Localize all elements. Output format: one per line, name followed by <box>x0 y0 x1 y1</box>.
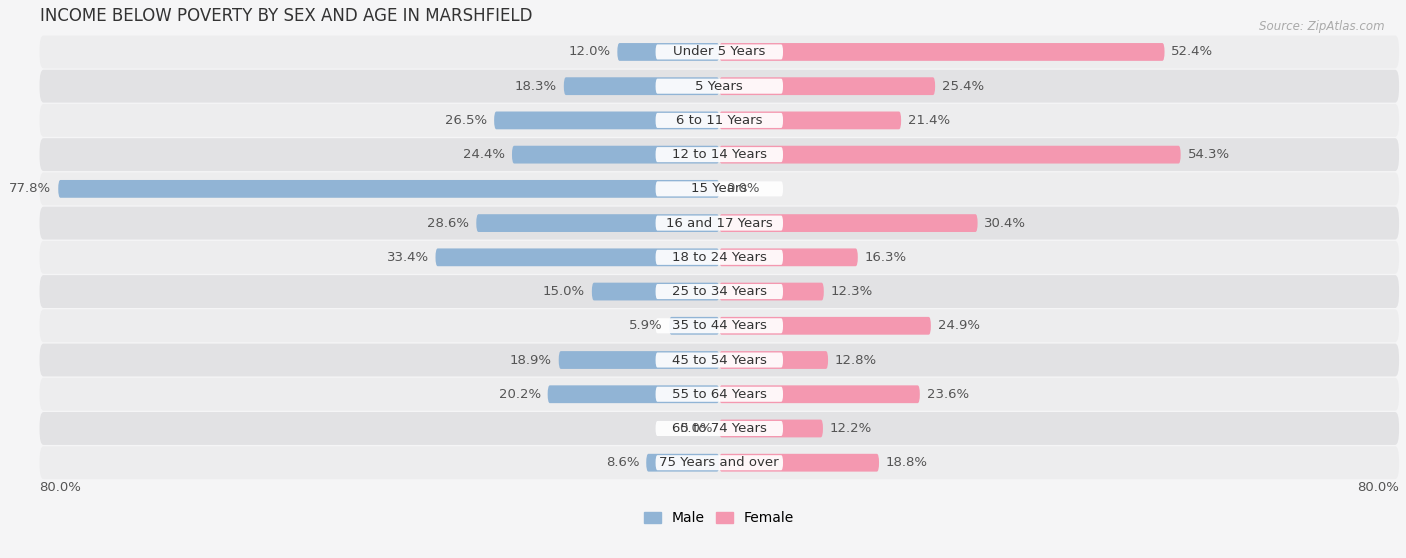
FancyBboxPatch shape <box>655 147 783 162</box>
FancyBboxPatch shape <box>720 248 858 266</box>
Text: 15.0%: 15.0% <box>543 285 585 298</box>
Text: 30.4%: 30.4% <box>984 217 1026 229</box>
FancyBboxPatch shape <box>39 70 1399 103</box>
Text: 52.4%: 52.4% <box>1171 45 1213 59</box>
FancyBboxPatch shape <box>436 248 720 266</box>
FancyBboxPatch shape <box>720 317 931 335</box>
Text: 12 to 14 Years: 12 to 14 Years <box>672 148 766 161</box>
FancyBboxPatch shape <box>39 241 1399 274</box>
FancyBboxPatch shape <box>655 79 783 94</box>
FancyBboxPatch shape <box>655 318 783 333</box>
FancyBboxPatch shape <box>39 378 1399 411</box>
FancyBboxPatch shape <box>720 351 828 369</box>
Text: 0.0%: 0.0% <box>679 422 713 435</box>
FancyBboxPatch shape <box>512 146 720 163</box>
FancyBboxPatch shape <box>558 351 720 369</box>
FancyBboxPatch shape <box>617 43 720 61</box>
Text: 16.3%: 16.3% <box>865 251 907 264</box>
Text: 21.4%: 21.4% <box>908 114 950 127</box>
FancyBboxPatch shape <box>39 446 1399 479</box>
Text: 77.8%: 77.8% <box>10 182 52 195</box>
Text: 80.0%: 80.0% <box>1357 481 1399 494</box>
FancyBboxPatch shape <box>39 206 1399 239</box>
FancyBboxPatch shape <box>655 181 783 196</box>
FancyBboxPatch shape <box>655 455 783 470</box>
Text: 0.0%: 0.0% <box>725 182 759 195</box>
Text: 25 to 34 Years: 25 to 34 Years <box>672 285 766 298</box>
FancyBboxPatch shape <box>655 113 783 128</box>
Text: 75 Years and over: 75 Years and over <box>659 456 779 469</box>
Text: 18.9%: 18.9% <box>510 354 553 367</box>
FancyBboxPatch shape <box>655 421 783 436</box>
Legend: Male, Female: Male, Female <box>638 506 800 531</box>
Text: 8.6%: 8.6% <box>606 456 640 469</box>
FancyBboxPatch shape <box>720 386 920 403</box>
Text: 26.5%: 26.5% <box>446 114 488 127</box>
Text: 5 Years: 5 Years <box>696 80 744 93</box>
Text: 15 Years: 15 Years <box>692 182 748 195</box>
Text: 24.9%: 24.9% <box>938 319 980 332</box>
FancyBboxPatch shape <box>39 275 1399 308</box>
FancyBboxPatch shape <box>477 214 720 232</box>
Text: 35 to 44 Years: 35 to 44 Years <box>672 319 766 332</box>
Text: 18.3%: 18.3% <box>515 80 557 93</box>
FancyBboxPatch shape <box>720 420 823 437</box>
Text: 12.2%: 12.2% <box>830 422 872 435</box>
FancyBboxPatch shape <box>655 284 783 299</box>
Text: 12.0%: 12.0% <box>568 45 610 59</box>
Text: 80.0%: 80.0% <box>39 481 82 494</box>
Text: 33.4%: 33.4% <box>387 251 429 264</box>
FancyBboxPatch shape <box>720 283 824 300</box>
FancyBboxPatch shape <box>548 386 720 403</box>
Text: 20.2%: 20.2% <box>499 388 541 401</box>
FancyBboxPatch shape <box>720 146 1181 163</box>
Text: 23.6%: 23.6% <box>927 388 969 401</box>
Text: 12.8%: 12.8% <box>835 354 877 367</box>
FancyBboxPatch shape <box>647 454 720 472</box>
FancyBboxPatch shape <box>720 214 977 232</box>
FancyBboxPatch shape <box>669 317 720 335</box>
FancyBboxPatch shape <box>39 309 1399 342</box>
Text: 18 to 24 Years: 18 to 24 Years <box>672 251 766 264</box>
FancyBboxPatch shape <box>655 45 783 60</box>
Text: 5.9%: 5.9% <box>628 319 662 332</box>
Text: 55 to 64 Years: 55 to 64 Years <box>672 388 766 401</box>
Text: 24.4%: 24.4% <box>463 148 505 161</box>
FancyBboxPatch shape <box>39 412 1399 445</box>
FancyBboxPatch shape <box>655 387 783 402</box>
FancyBboxPatch shape <box>720 77 935 95</box>
Text: 45 to 54 Years: 45 to 54 Years <box>672 354 766 367</box>
FancyBboxPatch shape <box>720 43 1164 61</box>
Text: 18.8%: 18.8% <box>886 456 928 469</box>
FancyBboxPatch shape <box>592 283 720 300</box>
FancyBboxPatch shape <box>655 250 783 265</box>
FancyBboxPatch shape <box>655 353 783 368</box>
FancyBboxPatch shape <box>39 36 1399 69</box>
Text: 16 and 17 Years: 16 and 17 Years <box>666 217 773 229</box>
FancyBboxPatch shape <box>720 112 901 129</box>
Text: 54.3%: 54.3% <box>1188 148 1230 161</box>
Text: 65 to 74 Years: 65 to 74 Years <box>672 422 766 435</box>
FancyBboxPatch shape <box>655 215 783 230</box>
FancyBboxPatch shape <box>58 180 720 198</box>
FancyBboxPatch shape <box>494 112 720 129</box>
Text: INCOME BELOW POVERTY BY SEX AND AGE IN MARSHFIELD: INCOME BELOW POVERTY BY SEX AND AGE IN M… <box>39 7 531 25</box>
Text: 12.3%: 12.3% <box>831 285 873 298</box>
Text: 6 to 11 Years: 6 to 11 Years <box>676 114 762 127</box>
Text: Under 5 Years: Under 5 Years <box>673 45 765 59</box>
FancyBboxPatch shape <box>39 344 1399 377</box>
FancyBboxPatch shape <box>39 138 1399 171</box>
Text: Source: ZipAtlas.com: Source: ZipAtlas.com <box>1260 20 1385 32</box>
FancyBboxPatch shape <box>564 77 720 95</box>
Text: 28.6%: 28.6% <box>427 217 470 229</box>
FancyBboxPatch shape <box>39 172 1399 205</box>
FancyBboxPatch shape <box>39 104 1399 137</box>
Text: 25.4%: 25.4% <box>942 80 984 93</box>
FancyBboxPatch shape <box>720 454 879 472</box>
